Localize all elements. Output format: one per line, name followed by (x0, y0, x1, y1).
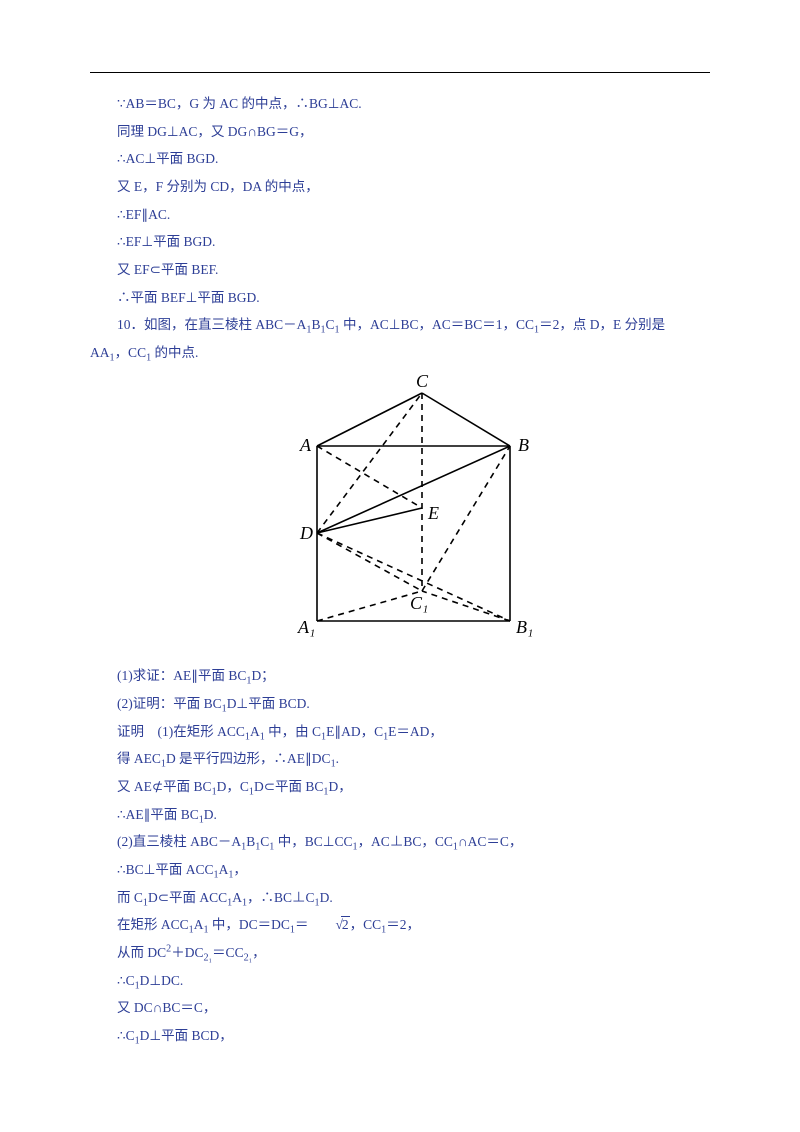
proof-line: ∴BC⊥平面 ACC1A1， (90, 856, 710, 884)
proof-line: ∴EF⊥平面 BGD. (90, 228, 710, 256)
question-2: (2)证明：平面 BC1D⊥平面 BCD. (90, 690, 710, 718)
svg-text:B₁: B₁ (516, 617, 533, 637)
proof-line: 又 E，F 分别为 CD，DA 的中点， (90, 173, 710, 201)
svg-text:C: C (416, 373, 429, 391)
page: ∵AB＝BC，G 为 AC 的中点，∴BG⊥AC. 同理 DG⊥AC，又 DG∩… (0, 0, 800, 1132)
document-body: ∵AB＝BC，G 为 AC 的中点，∴BG⊥AC. 同理 DG⊥AC，又 DG∩… (90, 90, 710, 1050)
problem-10-line2: AA1，CC1 的中点. (90, 339, 710, 367)
top-rule (90, 72, 710, 73)
proof-line: ∴EF∥AC. (90, 201, 710, 229)
proof-line: ∴C1D⊥DC. (90, 967, 710, 995)
problem-10-line1: 10．如图，在直三棱柱 ABC－A1B1C1 中，AC⊥BC，AC＝BC＝1，C… (90, 311, 710, 339)
svg-text:A: A (299, 435, 312, 455)
svg-text:E: E (427, 503, 439, 523)
proof-line: 又 DC∩BC＝C， (90, 994, 710, 1022)
proof-line: 从而 DC2＋DC2₁＝CC2₁， (90, 939, 710, 967)
proof-line: (2)直三棱柱 ABC－A1B1C1 中，BC⊥CC1，AC⊥BC，CC1∩AC… (90, 828, 710, 856)
proof-line: ∴平面 BEF⊥平面 BGD. (90, 284, 710, 312)
proof-line: ∴AE∥平面 BC1D. (90, 801, 710, 829)
proof-line: 又 EF⊂平面 BEF. (90, 256, 710, 284)
proof-line: 而 C1D⊂平面 ACC1A1，∴BC⊥C1D. (90, 884, 710, 912)
svg-text:C₁: C₁ (410, 593, 428, 613)
svg-text:A₁: A₁ (297, 617, 315, 637)
figure-prism: A B C A₁ B₁ C₁ D E (90, 373, 710, 653)
proof-line: ∴C1D⊥平面 BCD， (90, 1022, 710, 1050)
proof-line: ∴AC⊥平面 BGD. (90, 145, 710, 173)
proof-line: ∵AB＝BC，G 为 AC 的中点，∴BG⊥AC. (90, 90, 710, 118)
question-1: (1)求证：AE∥平面 BC1D； (90, 662, 710, 690)
proof-line: 同理 DG⊥AC，又 DG∩BG＝G， (90, 118, 710, 146)
proof-line: 在矩形 ACC1A1 中，DC＝DC1＝√2，CC1＝2， (90, 911, 710, 939)
svg-text:B: B (518, 435, 529, 455)
svg-text:D: D (299, 523, 313, 543)
proof-line: 得 AEC1D 是平行四边形，∴AE∥DC1. (90, 745, 710, 773)
proof-line: 证明 (1)在矩形 ACC1A1 中，由 C1E∥AD，C1E＝AD， (90, 718, 710, 746)
prism-svg: A B C A₁ B₁ C₁ D E (250, 373, 550, 643)
proof-line: 又 AE⊄平面 BC1D，C1D⊂平面 BC1D， (90, 773, 710, 801)
